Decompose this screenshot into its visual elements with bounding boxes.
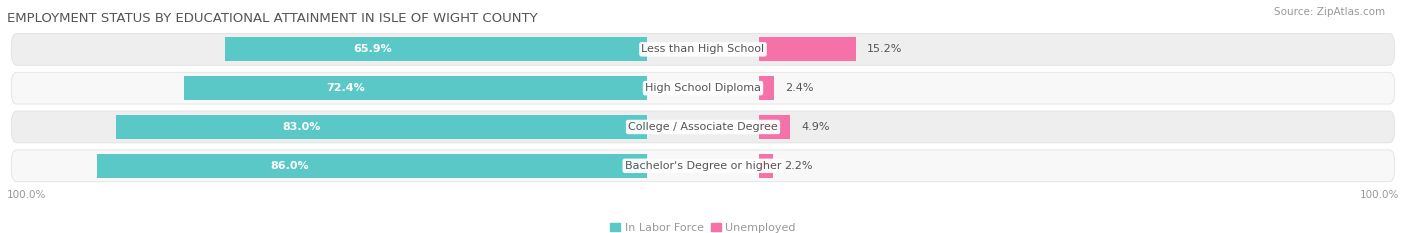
Text: 15.2%: 15.2% (868, 44, 903, 54)
Bar (759, 76, 775, 100)
Text: Less than High School: Less than High School (641, 44, 765, 54)
FancyBboxPatch shape (11, 72, 1395, 104)
Bar (759, 115, 790, 139)
Bar (184, 76, 647, 100)
Text: 83.0%: 83.0% (283, 122, 321, 132)
Text: 72.4%: 72.4% (326, 83, 366, 93)
Text: 2.2%: 2.2% (785, 161, 813, 171)
Bar (225, 37, 647, 61)
FancyBboxPatch shape (11, 150, 1395, 182)
Text: 100.0%: 100.0% (1360, 190, 1399, 200)
Bar (759, 154, 773, 178)
Legend: In Labor Force, Unemployed: In Labor Force, Unemployed (606, 219, 800, 233)
Text: 2.4%: 2.4% (785, 83, 814, 93)
Text: 86.0%: 86.0% (270, 161, 309, 171)
FancyBboxPatch shape (11, 111, 1395, 143)
Text: Bachelor's Degree or higher: Bachelor's Degree or higher (624, 161, 782, 171)
Bar (97, 154, 647, 178)
Text: Source: ZipAtlas.com: Source: ZipAtlas.com (1274, 7, 1385, 17)
Text: 100.0%: 100.0% (7, 190, 46, 200)
Text: 65.9%: 65.9% (354, 44, 392, 54)
Text: College / Associate Degree: College / Associate Degree (628, 122, 778, 132)
Bar (115, 115, 647, 139)
Text: High School Diploma: High School Diploma (645, 83, 761, 93)
Text: EMPLOYMENT STATUS BY EDUCATIONAL ATTAINMENT IN ISLE OF WIGHT COUNTY: EMPLOYMENT STATUS BY EDUCATIONAL ATTAINM… (7, 12, 537, 25)
FancyBboxPatch shape (11, 33, 1395, 65)
Text: 4.9%: 4.9% (801, 122, 830, 132)
Bar (759, 37, 856, 61)
